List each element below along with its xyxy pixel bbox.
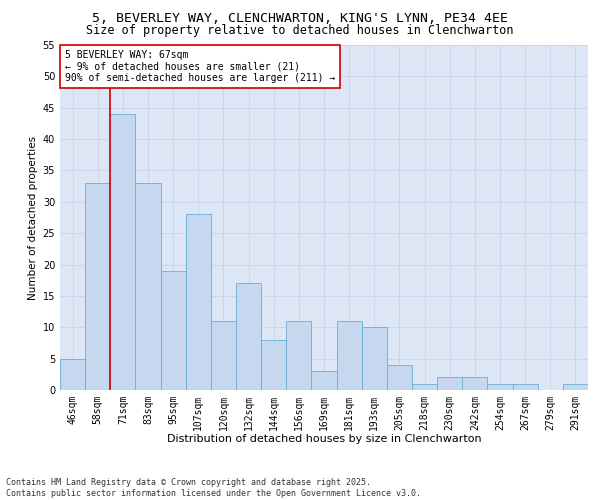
Bar bbox=[110, 114, 136, 390]
Bar bbox=[136, 183, 161, 390]
Bar bbox=[337, 321, 362, 390]
Bar bbox=[563, 384, 588, 390]
X-axis label: Distribution of detached houses by size in Clenchwarton: Distribution of detached houses by size … bbox=[167, 434, 481, 444]
Bar bbox=[512, 384, 538, 390]
Bar bbox=[236, 284, 261, 390]
Bar bbox=[60, 358, 85, 390]
Bar bbox=[437, 378, 462, 390]
Bar bbox=[387, 365, 412, 390]
Bar bbox=[186, 214, 211, 390]
Bar bbox=[311, 371, 337, 390]
Bar bbox=[487, 384, 512, 390]
Text: Size of property relative to detached houses in Clenchwarton: Size of property relative to detached ho… bbox=[86, 24, 514, 37]
Bar bbox=[362, 328, 387, 390]
Bar bbox=[211, 321, 236, 390]
Bar bbox=[462, 378, 487, 390]
Bar bbox=[286, 321, 311, 390]
Bar bbox=[85, 183, 110, 390]
Text: 5 BEVERLEY WAY: 67sqm
← 9% of detached houses are smaller (21)
90% of semi-detac: 5 BEVERLEY WAY: 67sqm ← 9% of detached h… bbox=[65, 50, 335, 84]
Bar bbox=[412, 384, 437, 390]
Bar bbox=[261, 340, 286, 390]
Y-axis label: Number of detached properties: Number of detached properties bbox=[28, 136, 38, 300]
Text: Contains HM Land Registry data © Crown copyright and database right 2025.
Contai: Contains HM Land Registry data © Crown c… bbox=[6, 478, 421, 498]
Text: 5, BEVERLEY WAY, CLENCHWARTON, KING'S LYNN, PE34 4EE: 5, BEVERLEY WAY, CLENCHWARTON, KING'S LY… bbox=[92, 12, 508, 26]
Bar bbox=[161, 271, 186, 390]
